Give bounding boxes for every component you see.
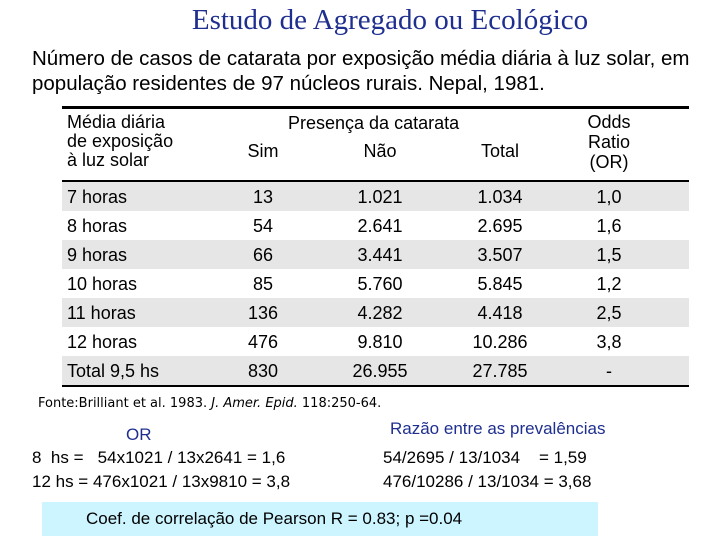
prevalence-line: 476/10286 / 13/1034 = 3,68 xyxy=(383,472,592,491)
table-cell-total: 1.034 xyxy=(477,187,523,207)
table-top-rule xyxy=(62,106,689,109)
table-cell-total: 10.286 xyxy=(472,332,528,352)
table-cell-label: 8 horas xyxy=(67,216,128,236)
table-cell-label: 11 horas xyxy=(67,303,136,323)
or-header: Odds Ratio (OR) xyxy=(587,112,631,172)
slide-title: Estudo de Agregado ou Ecológico xyxy=(191,4,589,36)
table-cell-or: 1,0 xyxy=(596,187,622,207)
row-shade xyxy=(62,240,689,269)
source-citation: Fonte:Brilliant et al. 1983. J. Amer. Ep… xyxy=(38,396,382,411)
table-cell-sim: 54 xyxy=(252,216,274,236)
table-cell-label: 10 horas xyxy=(67,274,138,294)
table-cell-sim: 136 xyxy=(247,303,279,323)
table-bottom-rule xyxy=(62,385,689,387)
row-shade xyxy=(62,182,689,211)
table-cell-nao: 4.282 xyxy=(357,303,403,323)
table-cell-total: 5.845 xyxy=(477,274,523,294)
table-cell-label: 7 horas xyxy=(67,187,128,207)
table-cell-label: 9 horas xyxy=(67,245,128,265)
table-cell-sim: 830 xyxy=(247,361,279,381)
table-header-rule xyxy=(62,180,689,182)
table-cell-or: 1,6 xyxy=(596,216,622,236)
row-shade xyxy=(62,298,689,327)
table-cell-total: 4.418 xyxy=(477,303,523,323)
or-calc-line: 8 hs = 54x1021 / 13x2641 = 1,6 xyxy=(32,448,286,467)
table-cell-nao: 26.955 xyxy=(352,361,408,381)
table-cell-nao: 3.441 xyxy=(357,245,403,265)
sim-header: Sim xyxy=(247,141,279,161)
prevalence-line: 54/2695 / 13/1034 = 1,59 xyxy=(383,448,587,467)
table-cell-or: 3,8 xyxy=(596,332,622,352)
table-cell-nao: 1.021 xyxy=(357,187,403,207)
table-cell-label: Total 9,5 hs xyxy=(67,361,160,381)
or-calc-heading: OR xyxy=(126,425,152,444)
pearson-text: Coef. de correlação de Pearson R = 0.83;… xyxy=(86,509,463,528)
table-cell-or: 2,5 xyxy=(596,303,622,323)
total-header: Total xyxy=(480,141,520,161)
row-shade xyxy=(62,356,689,385)
table-cell-or: 1,2 xyxy=(596,274,622,294)
exposure-header: Média diária de exposição à luz solar xyxy=(67,112,174,170)
table-cell-sim: 13 xyxy=(252,187,274,207)
table-cell-sim: 476 xyxy=(247,332,279,352)
table-cell-sim: 85 xyxy=(252,274,274,294)
table-cell-sim: 66 xyxy=(252,245,274,265)
prevalence-heading: Razão entre as prevalências xyxy=(390,419,606,438)
or-calc-line: 12 hs = 476x1021 / 13x9810 = 3,8 xyxy=(32,472,291,491)
journal-name: J. Amer. Epid. xyxy=(211,396,298,411)
table-cell-nao: 5.760 xyxy=(357,274,403,294)
table-cell-nao: 2.641 xyxy=(357,216,403,236)
pearson-box: Coef. de correlação de Pearson R = 0.83;… xyxy=(42,502,598,536)
cataract-group-header: Presença da catarata xyxy=(288,113,460,133)
table-cell-label: 12 horas xyxy=(67,332,138,352)
nao-header: Não xyxy=(363,141,397,161)
table-cell-total: 27.785 xyxy=(472,361,528,381)
table-cell-or: 1,5 xyxy=(596,245,622,265)
table-cell-total: 3.507 xyxy=(477,245,523,265)
table-cell-total: 2.695 xyxy=(477,216,523,236)
table-cell-or: - xyxy=(606,361,612,381)
table-cell-nao: 9.810 xyxy=(357,332,403,352)
slide-subtitle: Número de casos de catarata por exposiçã… xyxy=(32,47,690,95)
